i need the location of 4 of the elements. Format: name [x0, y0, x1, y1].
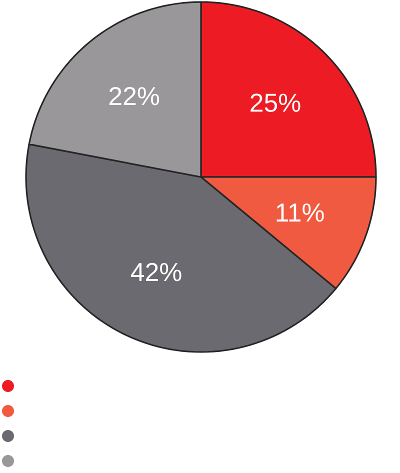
data-label: 42% [130, 262, 182, 282]
data-label: 22% [109, 86, 160, 106]
data-label: 11% [276, 204, 324, 222]
data-label: 25% [250, 94, 300, 112]
